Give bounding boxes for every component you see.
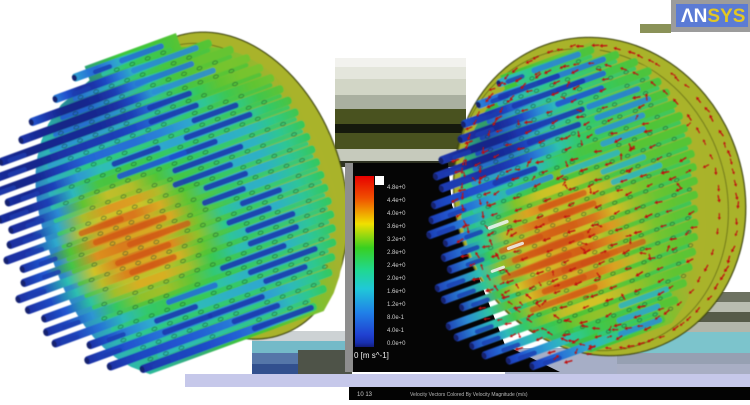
svg-text:4.0e+0: 4.0e+0: [387, 211, 406, 217]
svg-text:4.0e-1: 4.0e-1: [387, 328, 405, 334]
svg-text:1.6e+0: 1.6e+0: [387, 289, 406, 295]
svg-text:4.8e+0: 4.8e+0: [387, 185, 406, 191]
svg-text:8.0e-1: 8.0e-1: [387, 315, 405, 321]
svg-text:3.2e+0: 3.2e+0: [387, 237, 406, 243]
svg-text:2.0e+0: 2.0e+0: [387, 276, 406, 282]
svg-text:2.8e+0: 2.8e+0: [387, 250, 406, 256]
svg-text:Velocity Vectors Colored By Ve: Velocity Vectors Colored By Velocity Mag…: [410, 392, 528, 398]
svg-text:2.4e+0: 2.4e+0: [387, 263, 406, 269]
svg-text:0 [m s^-1]: 0 [m s^-1]: [354, 351, 389, 360]
svg-text:4.4e+0: 4.4e+0: [387, 198, 406, 204]
svg-text:10 13: 10 13: [357, 392, 373, 398]
svg-text:3.6e+0: 3.6e+0: [387, 224, 406, 230]
svg-text:0.0e+0: 0.0e+0: [387, 341, 406, 347]
svg-text:ΛNSYS: ΛNSYS: [681, 6, 745, 27]
svg-text:1.2e+0: 1.2e+0: [387, 302, 406, 308]
